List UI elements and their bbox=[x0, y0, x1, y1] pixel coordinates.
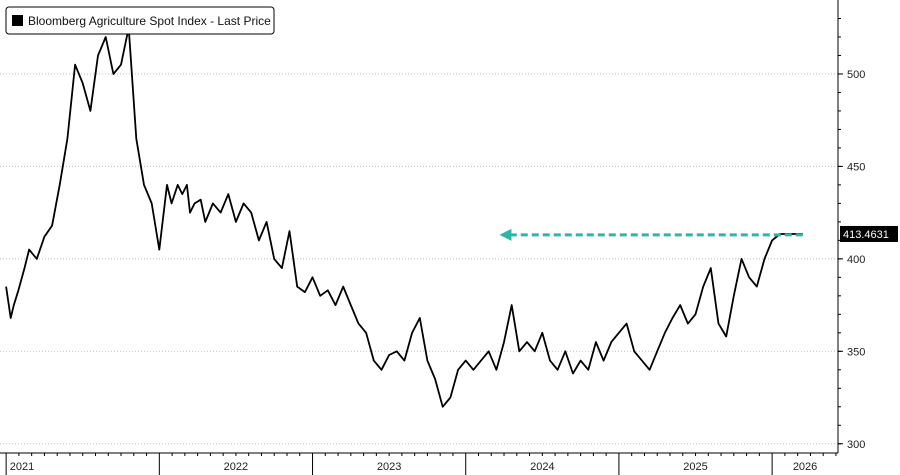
y-axis: 300 350 400 450 500 bbox=[837, 0, 865, 453]
x-axis: 2021 2022 2023 2024 2025 2026 bbox=[0, 452, 838, 475]
annotation-arrow bbox=[499, 228, 803, 241]
arrow-head bbox=[499, 228, 512, 241]
series-line bbox=[5, 26, 803, 408]
y-tick-label: 300 bbox=[847, 439, 865, 451]
legend: Bloomberg Agriculture Spot Index - Last … bbox=[5, 6, 275, 35]
last-price-label: 413.4631 bbox=[843, 229, 889, 241]
last-price-rect bbox=[840, 225, 898, 242]
x-tick-label: 2026 bbox=[793, 461, 817, 473]
legend-box bbox=[5, 6, 275, 35]
x-tick-label: 2022 bbox=[224, 461, 248, 473]
last-price-badge: 413.4631 bbox=[840, 225, 898, 242]
y-tick-label: 450 bbox=[847, 161, 865, 173]
y-tick-label: 500 bbox=[847, 69, 865, 81]
y-tick-label: 400 bbox=[847, 254, 865, 266]
grid-lines bbox=[0, 73, 838, 445]
x-tick-label: 2024 bbox=[530, 461, 554, 473]
y-tick-label: 350 bbox=[847, 346, 865, 358]
legend-label: Bloomberg Agriculture Spot Index - Last … bbox=[28, 14, 271, 28]
x-tick-label: 2021 bbox=[10, 461, 34, 473]
legend-swatch bbox=[12, 15, 23, 26]
x-tick-label: 2023 bbox=[377, 461, 401, 473]
x-tick-label: 2025 bbox=[683, 461, 707, 473]
